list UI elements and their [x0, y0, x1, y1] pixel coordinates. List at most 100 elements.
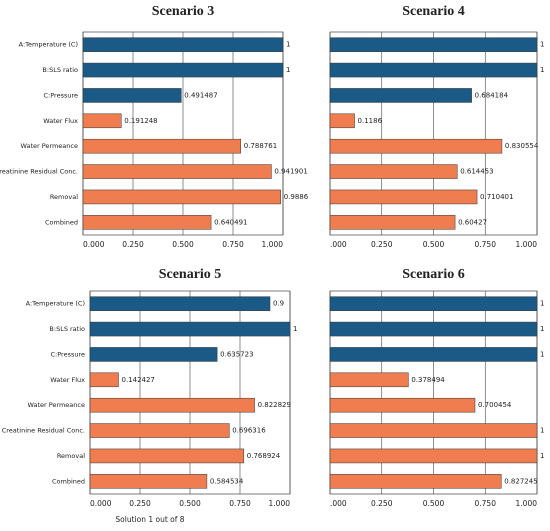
- value-label: 0.640491: [214, 218, 247, 226]
- value-label: 1: [540, 427, 544, 435]
- x-tick-label: .000: [330, 240, 347, 249]
- x-tick-label: 0.000: [83, 240, 105, 249]
- bar: [89, 448, 245, 464]
- value-label: 1: [293, 325, 297, 333]
- value-label: 0.941901: [274, 168, 307, 176]
- bar: [89, 296, 271, 311]
- category-label: A:Temperature (C): [19, 41, 78, 49]
- bar: [329, 215, 456, 230]
- bar: [329, 113, 355, 129]
- value-label: 0.788761: [244, 142, 277, 150]
- bar: [82, 164, 272, 179]
- value-label: 1: [540, 325, 544, 333]
- category-label: Water Flux: [43, 117, 78, 125]
- caption: Solution 1 out of 8: [115, 515, 184, 524]
- bar: [329, 62, 538, 78]
- value-label: 0.684184: [475, 91, 509, 99]
- value-label: 0.696316: [232, 427, 266, 435]
- value-label: 0.710401: [480, 193, 513, 201]
- x-tick-label: 0.750: [475, 499, 497, 508]
- category-label: C:Pressure: [44, 91, 78, 99]
- bar: [82, 189, 281, 205]
- bar: [329, 347, 538, 362]
- value-label: 0.700454: [478, 401, 512, 409]
- x-tick-label: 0.750: [222, 240, 244, 249]
- value-label: 0.378494: [411, 376, 445, 384]
- plot-border: [329, 290, 538, 495]
- bar: [82, 113, 122, 129]
- value-label: 1: [540, 300, 544, 308]
- x-tick-label: 0.000: [90, 499, 112, 508]
- x-tick-label: 0.250: [122, 240, 144, 249]
- x-tick-label: 0.250: [129, 499, 151, 508]
- bar: [329, 189, 478, 205]
- x-tick-label: 0.500: [423, 240, 445, 249]
- bar: [329, 296, 538, 311]
- bar: [82, 138, 242, 154]
- chart-title: Scenario 5: [159, 267, 222, 282]
- value-label: 0.635723: [220, 350, 253, 358]
- x-tick-label: 0.500: [179, 499, 201, 508]
- bar: [82, 62, 284, 78]
- bar: [329, 321, 538, 337]
- bar: [329, 474, 502, 489]
- category-label: B:SLS ratio: [49, 325, 85, 333]
- plot-border: [89, 290, 291, 495]
- value-label: 1: [540, 41, 544, 49]
- bar: [329, 164, 458, 179]
- chart-title: Scenario 3: [152, 4, 215, 19]
- bar: [329, 372, 409, 388]
- bar: [329, 37, 538, 52]
- chart-title: Scenario 4: [402, 4, 465, 19]
- category-label: Creatinine Residual Conc.: [2, 427, 85, 435]
- bar: [89, 347, 218, 362]
- bar: [82, 88, 182, 103]
- x-tick-label: 1.000: [269, 499, 291, 508]
- x-tick-label: 0.250: [371, 240, 393, 249]
- x-tick-label: 0.500: [423, 499, 445, 508]
- bar: [82, 215, 212, 230]
- bar: [329, 88, 472, 103]
- value-label: 0.9: [273, 300, 284, 308]
- value-label: 0.142427: [121, 376, 154, 384]
- value-label: 0.60427: [458, 218, 487, 226]
- x-tick-label: .000: [330, 499, 347, 508]
- category-label: Removal: [50, 193, 78, 201]
- bar: [329, 397, 476, 413]
- bar: [329, 423, 538, 438]
- x-tick-label: 0.500: [172, 240, 194, 249]
- value-label: 0.614453: [460, 168, 493, 176]
- bar: [329, 448, 538, 464]
- plot-border: [329, 31, 538, 236]
- value-label: 0.822829: [258, 401, 291, 409]
- chart-title: Scenario 6: [402, 267, 465, 282]
- plot-border: [82, 31, 284, 236]
- value-label: 0.1186: [358, 117, 383, 125]
- x-tick-label: 1.000: [516, 240, 538, 249]
- category-label: Combined: [45, 218, 78, 226]
- value-label: 0.768924: [247, 452, 281, 460]
- category-label: Removal: [57, 452, 85, 460]
- category-label: B:SLS ratio: [42, 66, 78, 74]
- value-label: 1: [540, 66, 544, 74]
- x-tick-label: 0.250: [371, 499, 393, 508]
- value-label: 1: [540, 452, 544, 460]
- value-label: 0.830554: [505, 142, 539, 150]
- category-label: Water Permeance: [27, 401, 85, 409]
- value-label: 0.491487: [184, 91, 217, 99]
- value-label: 0.584534: [210, 477, 244, 485]
- category-label: Water Flux: [50, 376, 85, 384]
- category-label: Water Permeance: [20, 142, 78, 150]
- category-label: A:Temperature (C): [26, 300, 85, 308]
- bar: [89, 474, 208, 489]
- value-label: 0.191248: [124, 117, 157, 125]
- bar: [89, 423, 230, 438]
- value-label: 0.9886: [284, 193, 309, 201]
- x-tick-label: 1.000: [516, 499, 538, 508]
- bar: [329, 138, 503, 154]
- value-label: 1: [540, 350, 544, 358]
- value-label: 0.827245: [504, 477, 537, 485]
- x-tick-label: 0.750: [229, 499, 251, 508]
- value-label: 1: [286, 41, 290, 49]
